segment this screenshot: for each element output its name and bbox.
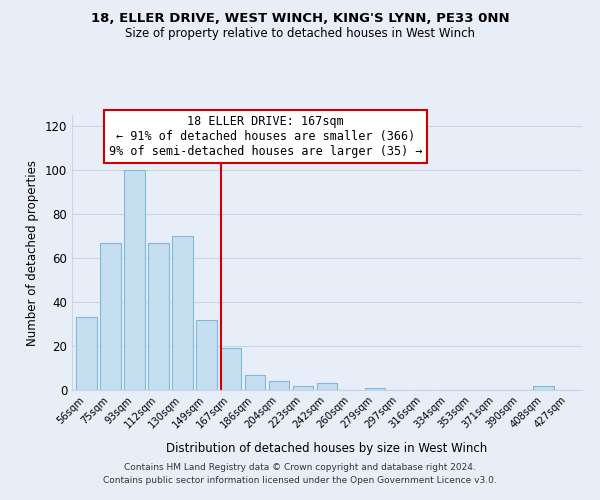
Bar [269,381,289,390]
Text: Contains HM Land Registry data © Crown copyright and database right 2024.: Contains HM Land Registry data © Crown c… [124,464,476,472]
Bar [245,374,265,390]
Text: 18 ELLER DRIVE: 167sqm
← 91% of detached houses are smaller (366)
9% of semi-det: 18 ELLER DRIVE: 167sqm ← 91% of detached… [109,115,422,158]
Text: 18, ELLER DRIVE, WEST WINCH, KING'S LYNN, PE33 0NN: 18, ELLER DRIVE, WEST WINCH, KING'S LYNN… [91,12,509,26]
Bar [100,242,121,390]
Bar [148,242,169,390]
Bar [317,384,337,390]
Bar [293,386,313,390]
Text: Contains public sector information licensed under the Open Government Licence v3: Contains public sector information licen… [103,476,497,485]
Bar [221,348,241,390]
Bar [196,320,217,390]
X-axis label: Distribution of detached houses by size in West Winch: Distribution of detached houses by size … [166,442,488,454]
Bar [533,386,554,390]
Y-axis label: Number of detached properties: Number of detached properties [26,160,39,346]
Bar [172,236,193,390]
Text: Size of property relative to detached houses in West Winch: Size of property relative to detached ho… [125,28,475,40]
Bar [124,170,145,390]
Bar [365,388,385,390]
Bar [76,318,97,390]
